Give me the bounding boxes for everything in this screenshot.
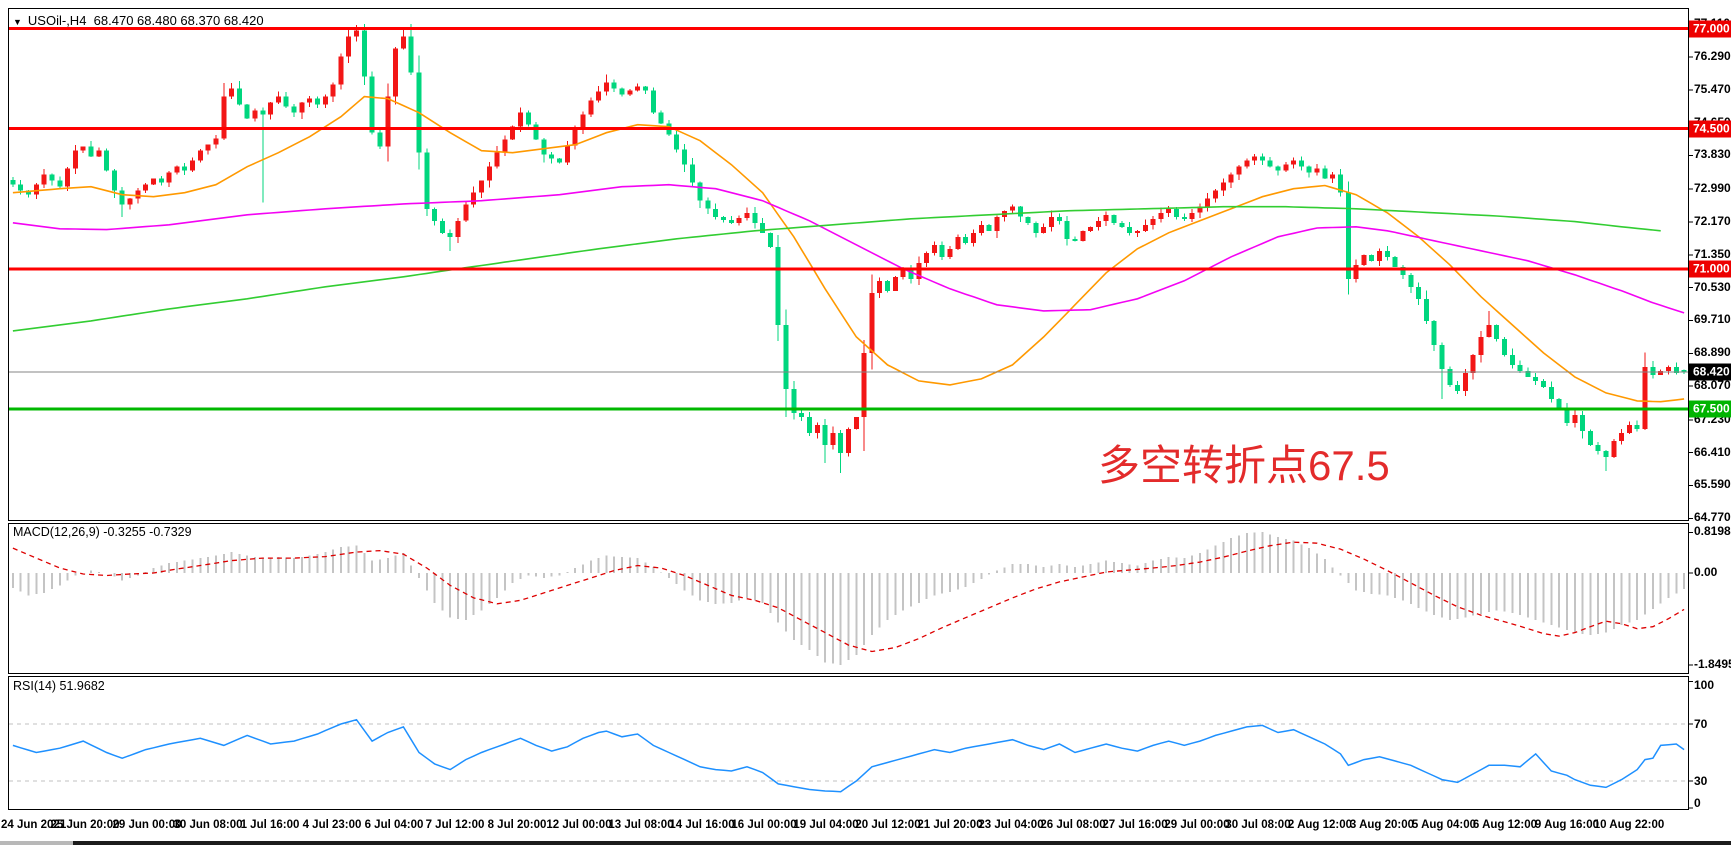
price-tag: 74.500 xyxy=(1689,120,1731,138)
time-axis-label: 29 Jul 00:00 xyxy=(1164,819,1230,831)
time-axis-label: 5 Aug 04:00 xyxy=(1411,819,1477,831)
time-axis-label: 12 Jul 00:00 xyxy=(546,819,612,831)
time-axis-label: 13 Jul 08:00 xyxy=(608,819,674,831)
macd-axis-tick: 0.00 xyxy=(1694,565,1718,579)
price-axis-tick: 72.170 xyxy=(1694,214,1731,228)
macd-label: MACD(12,26,9) -0.3255 -0.7329 xyxy=(13,525,192,539)
time-axis-label: 27 Jul 16:00 xyxy=(1102,819,1168,831)
time-axis-label: 3 Aug 20:00 xyxy=(1349,819,1415,831)
time-axis-label: 14 Jul 16:00 xyxy=(669,819,735,831)
symbol-dropdown-icon[interactable]: ▼ xyxy=(13,17,22,27)
time-axis-label: 8 Jul 20:00 xyxy=(487,819,547,831)
time-axis-label: 6 Aug 12:00 xyxy=(1472,819,1538,831)
time-axis-label: 20 Jul 12:00 xyxy=(855,819,921,831)
time-axis-label: 25 Jun 20:00 xyxy=(50,819,120,831)
annotation-text: 多空转折点67.5 xyxy=(1098,442,1390,489)
time-axis-label: 23 Jul 04:00 xyxy=(978,819,1044,831)
symbol-timeframe-label: USOil-,H4 xyxy=(27,13,87,28)
h-scrollbar-thumb[interactable] xyxy=(0,841,73,845)
time-axis-label: 24 Jun 2021 xyxy=(1,819,67,831)
rsi-label: RSI(14) 51.9682 xyxy=(13,679,105,693)
price-axis-tick: 76.290 xyxy=(1694,49,1731,63)
price-axis-tick: 68.890 xyxy=(1694,345,1731,359)
rsi-axis-tick: 0 xyxy=(1694,796,1701,810)
h-scrollbar[interactable] xyxy=(73,841,1731,845)
time-axis-label: 1 Jul 16:00 xyxy=(240,819,300,831)
price-axis-tick: 72.990 xyxy=(1694,181,1731,195)
time-axis-label: 30 Jul 08:00 xyxy=(1225,819,1291,831)
price-axis-tick: 69.710 xyxy=(1694,312,1731,326)
macd-axis-tick: 0.8198 xyxy=(1694,524,1731,538)
time-axis-label: 26 Jul 08:00 xyxy=(1040,819,1106,831)
time-axis-label: 21 Jul 20:00 xyxy=(917,819,983,831)
price-tag: 67.500 xyxy=(1689,400,1731,418)
rsi-axis-tick: 30 xyxy=(1694,774,1708,788)
time-axis-label: 4 Jul 23:00 xyxy=(302,819,362,831)
price-axis-tick: 66.410 xyxy=(1694,445,1731,459)
time-axis-label: 7 Jul 12:00 xyxy=(425,819,485,831)
rsi-axis-tick: 100 xyxy=(1694,678,1715,692)
time-axis-label: 30 Jun 08:00 xyxy=(173,819,243,831)
rsi-axis-tick: 70 xyxy=(1694,717,1708,731)
price-tag: 71.000 xyxy=(1689,260,1731,278)
chart-title: ▼ USOil-,H4 68.470 68.480 68.370 68.420 xyxy=(13,13,264,28)
time-axis-label: 9 Aug 16:00 xyxy=(1534,819,1600,831)
price-axis-tick: 70.530 xyxy=(1694,280,1731,294)
price-axis-tick: 65.590 xyxy=(1694,477,1731,491)
time-axis-label: 2 Aug 12:00 xyxy=(1287,819,1353,831)
ohlc-quote: 68.470 68.480 68.370 68.420 xyxy=(93,13,264,28)
time-axis-label: 29 Jun 00:00 xyxy=(112,819,182,831)
price-axis-tick: 64.770 xyxy=(1694,510,1731,524)
price-axis-tick: 68.070 xyxy=(1694,378,1731,392)
time-axis-label: 16 Jul 00:00 xyxy=(731,819,797,831)
price-tag: 77.000 xyxy=(1689,20,1731,38)
macd-axis-tick: -1.8495 xyxy=(1694,657,1731,671)
price-axis-tick: 71.350 xyxy=(1694,247,1731,261)
time-axis-label: 19 Jul 04:00 xyxy=(793,819,859,831)
time-axis-label: 6 Jul 04:00 xyxy=(364,819,424,831)
price-axis-tick: 73.830 xyxy=(1694,147,1731,161)
price-axis-tick: 75.470 xyxy=(1694,82,1731,96)
time-axis-label: 10 Aug 22:00 xyxy=(1593,819,1665,831)
price-tag: 68.420 xyxy=(1689,363,1731,381)
